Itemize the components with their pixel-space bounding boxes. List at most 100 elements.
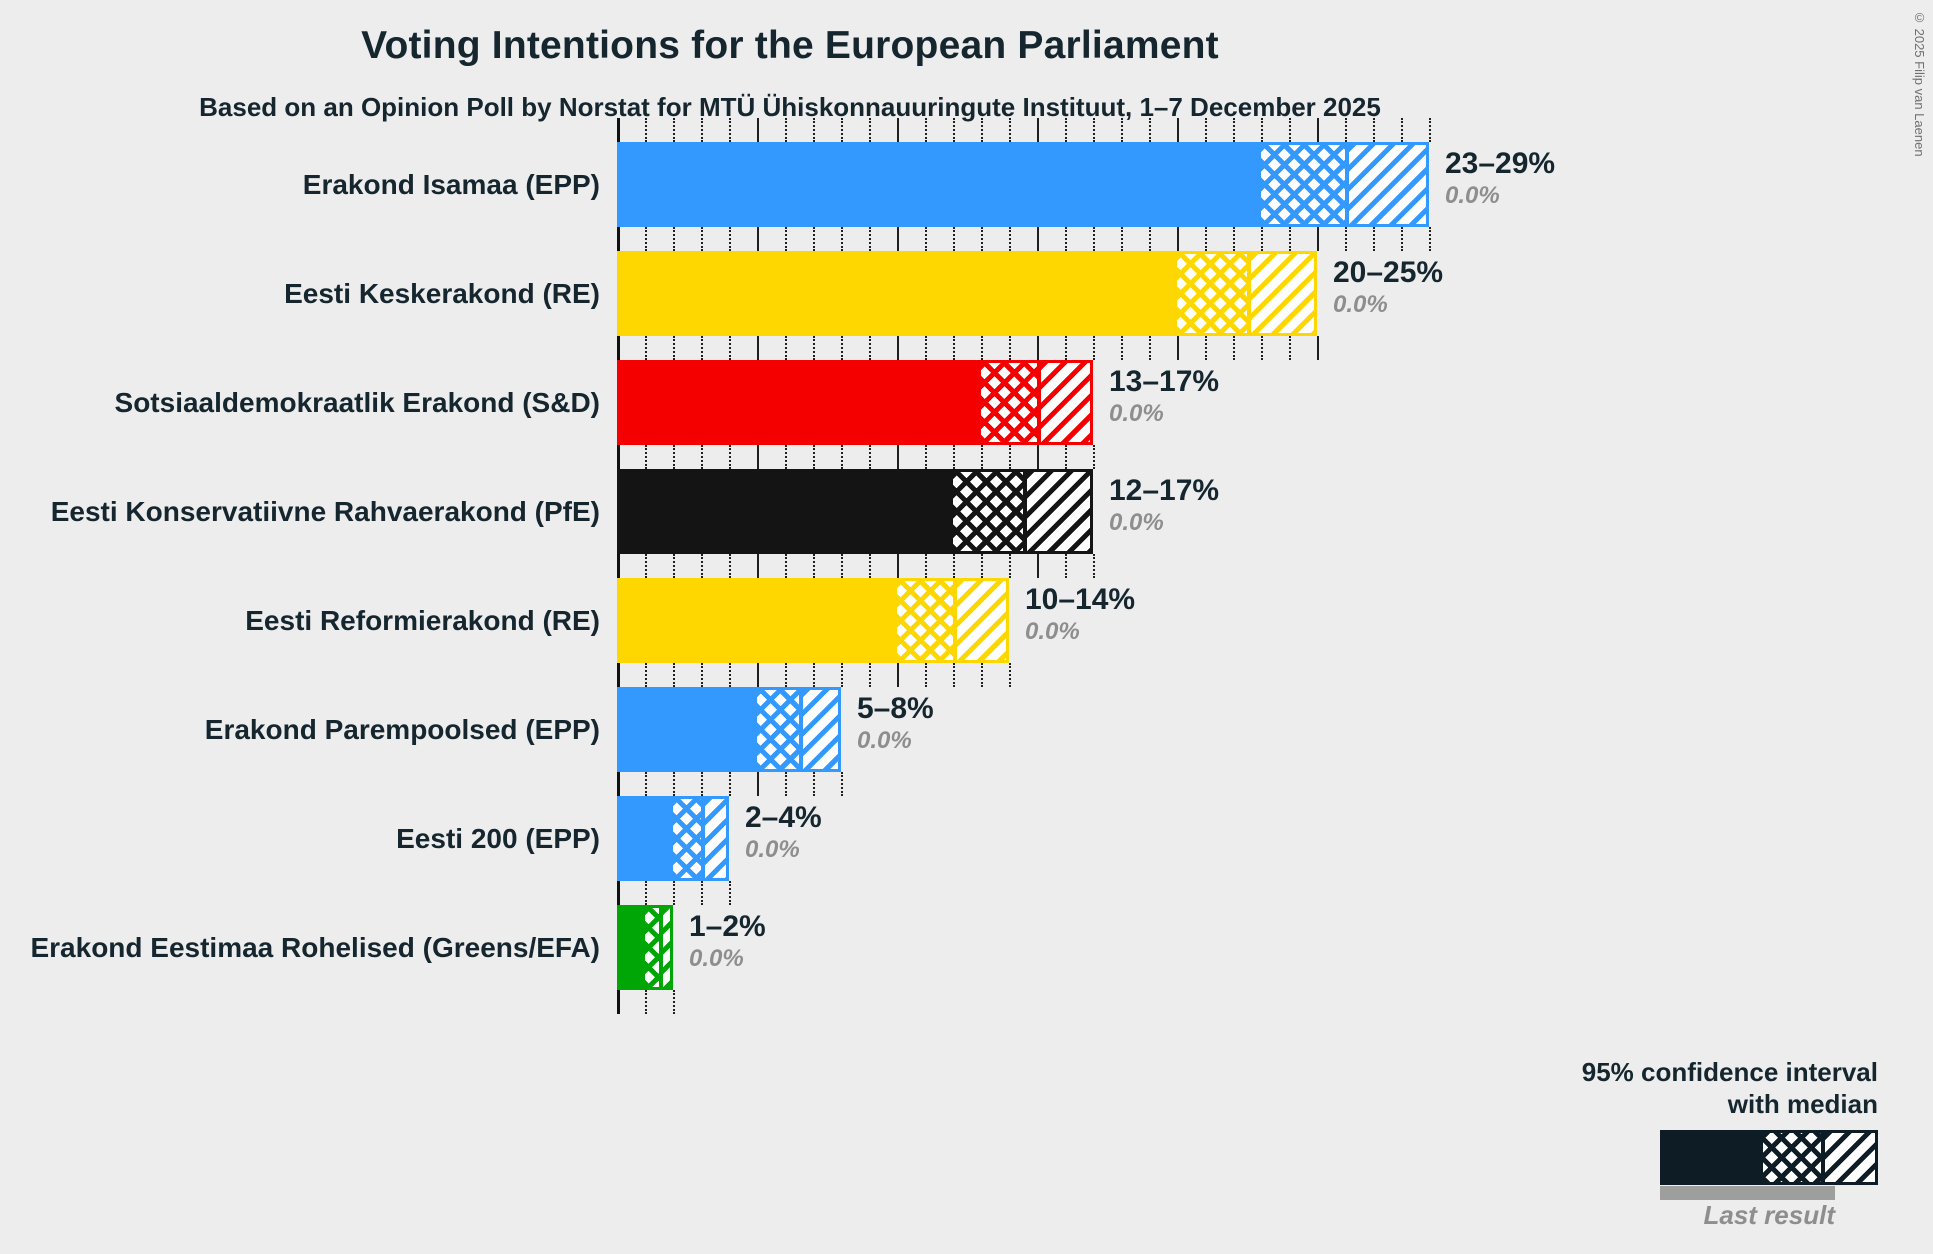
value-label: 5–8% 0.0%: [857, 691, 934, 755]
legend-sample-diagonal-segment: [1825, 1133, 1875, 1182]
gridline: [1037, 554, 1039, 578]
gridline: [645, 118, 647, 142]
gridline: [841, 554, 843, 578]
last-result-value: 0.0%: [1025, 618, 1080, 645]
bar-ci-lower-crosshatch: [1177, 254, 1247, 333]
gridline: [981, 554, 983, 578]
bar-row: [617, 251, 1317, 336]
bar-median-line: [1023, 472, 1027, 551]
gridline: [729, 336, 731, 360]
gridline: [1177, 336, 1179, 360]
gridline: [1065, 554, 1067, 578]
bar-solid-segment: [620, 363, 981, 442]
gridline: [673, 554, 675, 578]
gridline: [1121, 118, 1123, 142]
gridline: [701, 336, 703, 360]
gridline: [757, 663, 759, 687]
copyright-notice: © 2025 Filip van Laenen: [1912, 10, 1927, 157]
gridline: [673, 990, 675, 1014]
gridline: [701, 554, 703, 578]
bar-row: [617, 360, 1093, 445]
gridline: [1261, 336, 1263, 360]
value-label: 2–4% 0.0%: [745, 800, 822, 864]
bar-ci-lower-crosshatch: [1261, 145, 1345, 224]
legend-sample-solid-segment: [1663, 1133, 1763, 1182]
gridline: [701, 227, 703, 251]
gridline: [673, 227, 675, 251]
last-result-value: 0.0%: [689, 945, 744, 972]
gridline: [1345, 118, 1347, 142]
gridline: [1065, 118, 1067, 142]
gridline: [645, 227, 647, 251]
bar-ci-upper-hatch: [803, 690, 838, 769]
gridline: [1065, 445, 1067, 469]
gridline: [813, 445, 815, 469]
gridline: [869, 118, 871, 142]
bar-median-line: [659, 908, 663, 987]
bar-solid-segment: [620, 908, 645, 987]
gridline: [897, 445, 899, 469]
gridline: [1037, 118, 1039, 142]
gridline: [1121, 227, 1123, 251]
gridline: [645, 990, 647, 1014]
gridline: [925, 554, 927, 578]
gridline: [953, 663, 955, 687]
value-label: 20–25% 0.0%: [1333, 255, 1443, 319]
bar-solid-segment: [620, 145, 1261, 224]
gridline: [1429, 118, 1431, 142]
gridline: [869, 663, 871, 687]
gridline: [1093, 336, 1095, 360]
gridline: [953, 227, 955, 251]
last-result-value: 0.0%: [1109, 509, 1164, 536]
gridline: [1065, 227, 1067, 251]
y-axis-line: [617, 118, 620, 1014]
gridline: [841, 336, 843, 360]
gridline: [729, 445, 731, 469]
bar-solid-segment: [620, 581, 897, 660]
last-result-value: 0.0%: [1109, 400, 1164, 427]
gridline: [645, 554, 647, 578]
gridline: [841, 445, 843, 469]
gridline: [841, 663, 843, 687]
value-label: 1–2% 0.0%: [689, 909, 766, 973]
gridline: [925, 227, 927, 251]
gridline: [1009, 663, 1011, 687]
gridline: [701, 772, 703, 796]
ci-range-value: 5–8%: [857, 692, 934, 725]
gridline: [1009, 554, 1011, 578]
gridline: [1261, 118, 1263, 142]
gridline: [813, 336, 815, 360]
bar-ci-lower-crosshatch: [645, 908, 659, 987]
legend-sample-bar: [1660, 1130, 1878, 1185]
ci-range-value: 10–14%: [1025, 583, 1136, 616]
bar-ci-upper-hatch: [1251, 254, 1314, 333]
gridline: [673, 881, 675, 905]
gridline: [757, 554, 759, 578]
gridline: [1233, 118, 1235, 142]
ci-range-value: 13–17%: [1109, 365, 1220, 398]
bar-ci-lower-crosshatch: [757, 690, 799, 769]
gridline: [1093, 554, 1095, 578]
ci-range-value: 2–4%: [745, 801, 822, 834]
gridline: [1233, 336, 1235, 360]
bar-row: [617, 687, 841, 772]
gridline: [1009, 118, 1011, 142]
bar-median-line: [1037, 363, 1041, 442]
gridline: [981, 663, 983, 687]
bar-solid-segment: [620, 690, 757, 769]
gridline: [813, 554, 815, 578]
gridline: [813, 227, 815, 251]
party-label: Erakond Parempoolsed (EPP): [204, 713, 600, 745]
gridline: [869, 336, 871, 360]
value-label: 12–17% 0.0%: [1109, 473, 1219, 537]
gridline: [1345, 227, 1347, 251]
bar-ci-upper-hatch: [1349, 145, 1426, 224]
bar-solid-segment: [620, 472, 953, 551]
gridline: [701, 118, 703, 142]
party-label: Erakond Eestimaa Rohelised (Greens/EFA): [30, 931, 600, 963]
legend-ci-label: 95% confidence interval with median: [1582, 1056, 1878, 1120]
gridline: [1093, 445, 1095, 469]
gridline: [925, 445, 927, 469]
gridline: [869, 227, 871, 251]
